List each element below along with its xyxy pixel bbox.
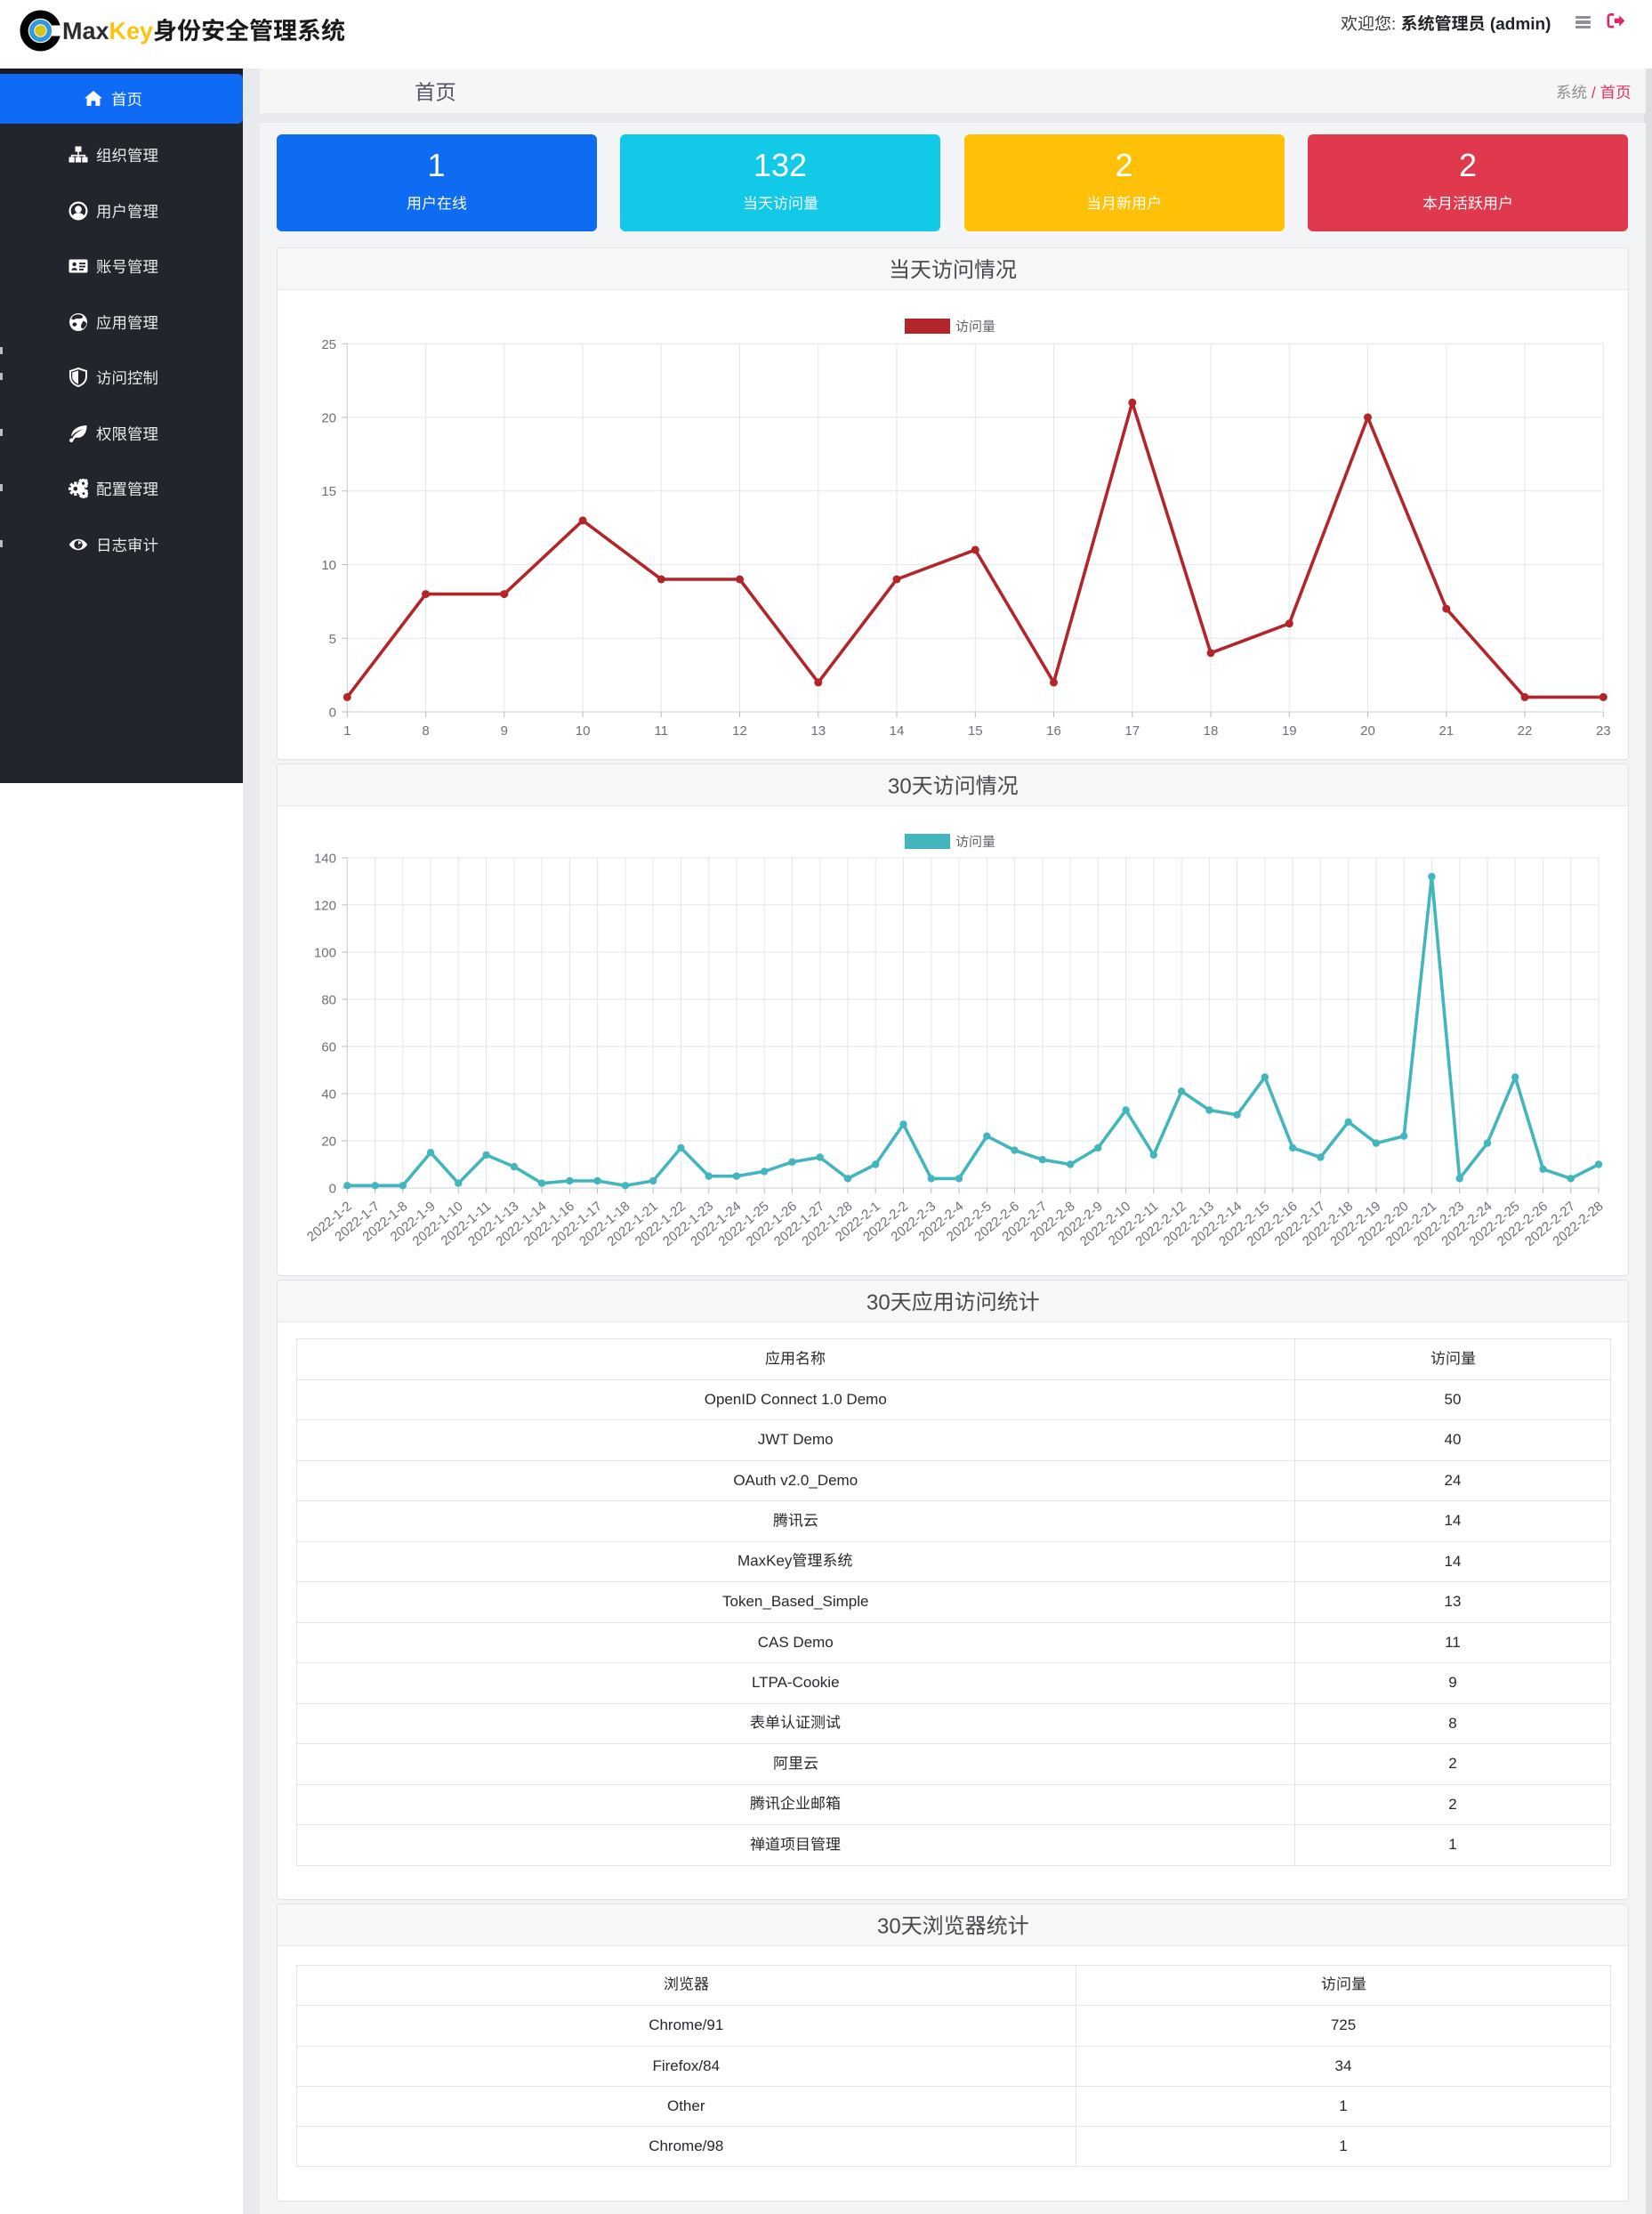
svg-text:9: 9 bbox=[501, 723, 508, 739]
svg-text:120: 120 bbox=[314, 898, 336, 913]
svg-text:8: 8 bbox=[422, 723, 429, 739]
svg-text:5: 5 bbox=[329, 632, 336, 647]
svg-text:20: 20 bbox=[1360, 723, 1375, 739]
svg-text:15: 15 bbox=[968, 723, 983, 739]
svg-text:20: 20 bbox=[321, 1135, 336, 1150]
svg-text:0: 0 bbox=[329, 1182, 336, 1197]
svg-text:16: 16 bbox=[1046, 723, 1061, 739]
svg-text:10: 10 bbox=[321, 558, 336, 573]
svg-text:20: 20 bbox=[321, 411, 336, 426]
svg-text:13: 13 bbox=[810, 723, 826, 739]
svg-text:15: 15 bbox=[321, 484, 336, 499]
svg-text:11: 11 bbox=[655, 723, 669, 739]
svg-text:12: 12 bbox=[732, 723, 747, 739]
svg-text:140: 140 bbox=[314, 851, 336, 866]
svg-text:0: 0 bbox=[329, 706, 336, 721]
svg-text:21: 21 bbox=[1438, 723, 1454, 739]
svg-text:10: 10 bbox=[576, 723, 591, 739]
svg-text:17: 17 bbox=[1124, 723, 1140, 739]
svg-text:18: 18 bbox=[1204, 723, 1219, 739]
svg-text:100: 100 bbox=[314, 945, 336, 960]
svg-text:60: 60 bbox=[321, 1040, 336, 1055]
svg-text:22: 22 bbox=[1518, 723, 1533, 739]
svg-text:1: 1 bbox=[343, 723, 351, 739]
svg-text:14: 14 bbox=[890, 723, 905, 739]
svg-text:80: 80 bbox=[321, 992, 336, 1007]
svg-text:25: 25 bbox=[321, 337, 336, 352]
svg-text:19: 19 bbox=[1282, 723, 1297, 739]
svg-text:40: 40 bbox=[321, 1087, 336, 1103]
svg-text:23: 23 bbox=[1596, 723, 1611, 739]
